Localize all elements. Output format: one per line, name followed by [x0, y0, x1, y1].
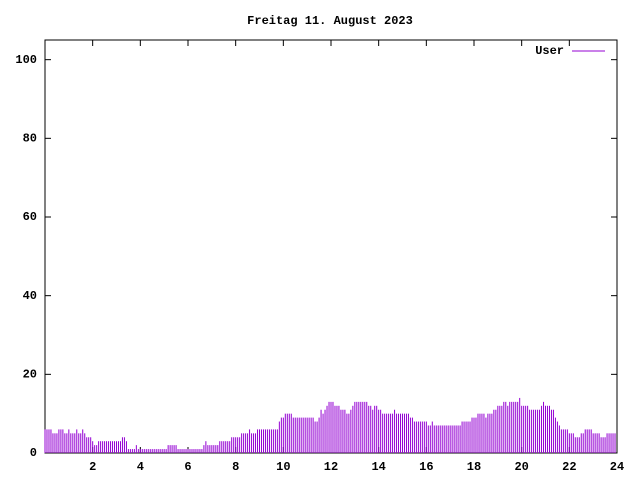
x-tick-label: 24 — [610, 460, 624, 474]
x-tick-label: 22 — [562, 460, 576, 474]
y-tick-label: 0 — [30, 446, 37, 460]
x-tick-label: 16 — [419, 460, 433, 474]
chart-title: Freitag 11. August 2023 — [247, 14, 413, 28]
x-tick-label: 6 — [184, 460, 191, 474]
y-tick-label: 40 — [23, 289, 37, 303]
x-tick-label: 4 — [137, 460, 144, 474]
x-tick-label: 8 — [232, 460, 239, 474]
x-tick-label: 14 — [371, 460, 385, 474]
x-tick-label: 10 — [276, 460, 290, 474]
y-tick-label: 80 — [23, 132, 37, 146]
y-tick-label: 60 — [23, 210, 37, 224]
plot-frame — [44, 39, 618, 454]
x-tick-label: 18 — [467, 460, 481, 474]
x-tick-label: 2 — [89, 460, 96, 474]
x-tick-label: 12 — [324, 460, 338, 474]
x-tick-label: 20 — [514, 460, 528, 474]
y-tick-label: 20 — [23, 368, 37, 382]
y-tick-label: 100 — [15, 53, 37, 67]
legend-label: User — [535, 44, 564, 58]
